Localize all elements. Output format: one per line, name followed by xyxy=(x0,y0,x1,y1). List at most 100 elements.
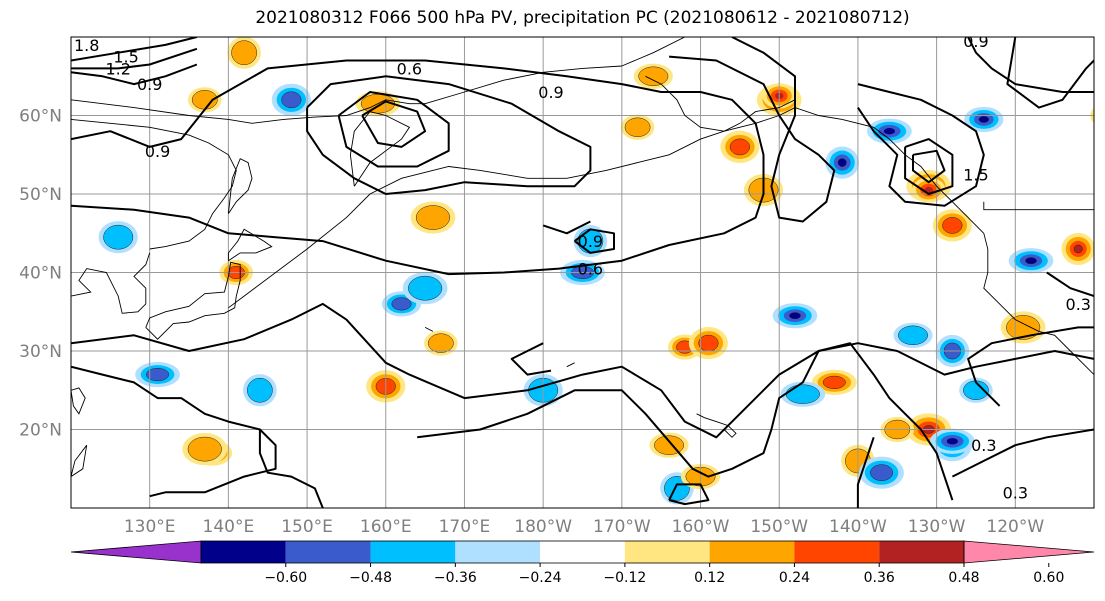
coastline xyxy=(71,65,622,124)
longitude-tick-label: 160°W xyxy=(672,517,730,537)
precip-cell xyxy=(1073,244,1083,254)
pv-contour-line xyxy=(669,37,836,223)
latitude-labels: 60°N 50°N 40°N 30°N 20°N xyxy=(19,107,62,441)
pv-contour-line xyxy=(857,83,985,207)
colorbar-segment xyxy=(709,541,795,563)
precip-cell xyxy=(978,116,989,123)
precip-cell xyxy=(415,205,451,230)
latitude-tick-label: 60°N xyxy=(19,107,62,127)
pv-contour-line xyxy=(951,428,1094,478)
coastline xyxy=(424,326,434,332)
contour-label: 0.3 xyxy=(1066,295,1091,314)
precip-cell xyxy=(898,325,928,345)
precip-cell xyxy=(247,377,273,403)
coastline xyxy=(349,111,411,187)
pv-contour-line xyxy=(542,220,591,235)
precip-cell xyxy=(789,312,801,320)
pv-contour-line xyxy=(71,365,277,498)
precip-cell xyxy=(638,66,669,86)
precip-cell xyxy=(391,297,412,311)
pv-contour-line xyxy=(510,342,552,376)
precip-cell xyxy=(1095,106,1105,125)
contour-label: 1.5 xyxy=(113,48,138,67)
longitude-tick-label: 150°E xyxy=(281,517,333,537)
pv-contour-line xyxy=(258,429,324,508)
coastline xyxy=(71,387,86,415)
colorbar-segment xyxy=(794,541,880,563)
pv-contour-line xyxy=(574,228,615,254)
precip-cell xyxy=(883,128,896,135)
latitude-tick-label: 20°N xyxy=(19,421,62,441)
colorbar-tick-label: 0.48 xyxy=(948,570,979,586)
latitude-tick-label: 50°N xyxy=(19,185,62,205)
longitude-tick-label: 140°E xyxy=(203,517,255,537)
longitude-tick-label: 140°W xyxy=(829,517,887,537)
contour-label: 0.9 xyxy=(963,32,988,51)
colorbar-tick-label: −0.48 xyxy=(349,570,392,586)
coastline xyxy=(566,362,575,368)
precip-cell xyxy=(103,224,134,250)
pv-contour-line xyxy=(904,138,954,195)
contour-label: 0.9 xyxy=(145,142,170,161)
latitude-tick-label: 40°N xyxy=(19,264,62,284)
contour-label: 0.9 xyxy=(578,232,603,251)
coastline xyxy=(71,118,237,250)
pv-contour-line xyxy=(71,302,1094,439)
coastline xyxy=(228,107,1094,375)
precip-cell xyxy=(729,138,750,156)
precip-cell xyxy=(1025,257,1037,265)
contour-label: 0.3 xyxy=(971,436,996,455)
precip-cell xyxy=(428,333,454,353)
contour-label: 0.9 xyxy=(137,75,162,94)
precip-cell xyxy=(1100,109,1105,122)
colorbar-segment xyxy=(624,541,710,563)
coastline xyxy=(71,252,151,314)
precip-cell xyxy=(281,91,302,109)
longitude-tick-label: 160°E xyxy=(360,517,412,537)
precip-cell xyxy=(187,436,222,462)
pv-contour-line xyxy=(337,91,450,168)
colorbar-segment xyxy=(540,541,625,563)
colorbar-tick-label: 0.60 xyxy=(1033,570,1064,586)
colorbar-tick-label: 0.36 xyxy=(864,570,895,586)
longitude-tick-label: 130°E xyxy=(124,517,176,537)
longitude-tick-label: 170°E xyxy=(439,517,491,537)
coastline xyxy=(621,37,686,67)
map-frame xyxy=(70,36,1095,509)
coastline xyxy=(145,261,241,340)
pv-contour-line xyxy=(71,47,198,70)
gridlines xyxy=(71,37,1094,508)
longitude-labels: 130°E 140°E 150°E 160°E 170°E 180°W 170°W 160°W… xyxy=(124,517,1045,537)
precip-cell xyxy=(942,217,963,234)
contour-label: 0.6 xyxy=(397,59,422,78)
longitude-tick-label: 170°W xyxy=(593,517,651,537)
contour-label: 0.3 xyxy=(1003,483,1028,502)
coastline xyxy=(227,158,253,214)
colorbar-tick-label: −0.24 xyxy=(519,570,562,586)
coastline xyxy=(71,444,88,477)
precip-cell xyxy=(624,117,651,137)
longitude-tick-label: 120°W xyxy=(986,517,1044,537)
pv-contour-line xyxy=(71,37,198,62)
longitude-tick-label: 150°W xyxy=(750,517,808,537)
pv-contour-line xyxy=(967,326,1094,407)
precip-cell xyxy=(146,368,170,382)
pv-contour-line xyxy=(856,436,875,508)
pv-contour-line xyxy=(668,483,710,506)
colorbar-tick-label: 0.24 xyxy=(779,570,810,586)
precip-cell xyxy=(231,40,257,66)
precip-cell xyxy=(1006,315,1041,340)
precip-cell xyxy=(837,158,847,167)
colorbar-segment xyxy=(370,541,456,563)
longitude-tick-label: 130°W xyxy=(908,517,966,537)
contour-label: 1.8 xyxy=(74,36,99,55)
longitude-tick-label: 180°W xyxy=(514,517,572,537)
coastline xyxy=(983,201,1094,211)
pv-contours: 0.60.90.90.60.90.91.21.51.8 0.91.50.30.30… xyxy=(71,32,1094,508)
colorbar-tick-label: −0.60 xyxy=(264,570,307,586)
precip-cell xyxy=(785,384,820,404)
latitude-tick-label: 30°N xyxy=(19,342,62,362)
precip-cell xyxy=(870,464,893,481)
precip-cell xyxy=(698,334,719,352)
colorbar-tick-label: −0.36 xyxy=(434,570,477,586)
